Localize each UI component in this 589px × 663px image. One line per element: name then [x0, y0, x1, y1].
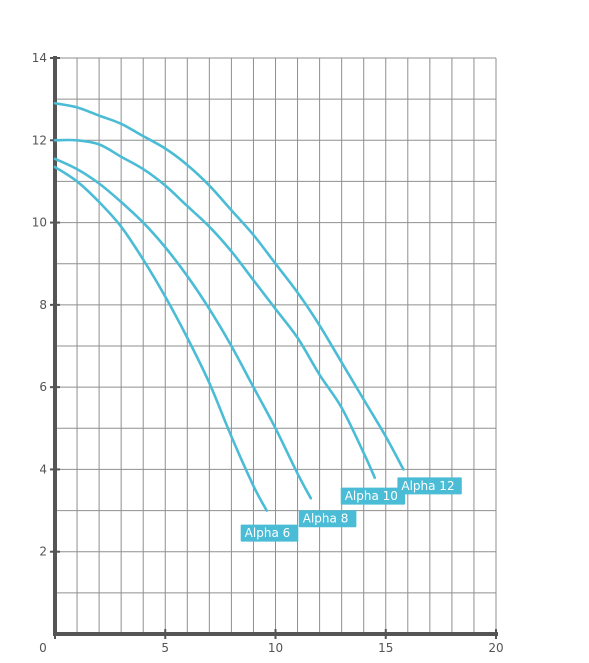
- series-group: [55, 103, 403, 510]
- series-label-alpha-6: Alpha 6: [241, 525, 299, 542]
- x-tick-label: 0: [39, 641, 47, 655]
- x-tick-label: 15: [378, 641, 393, 655]
- y-tick-label: 12: [32, 133, 47, 147]
- y-tick-label: 2: [39, 545, 47, 559]
- series-line-alpha-12: [55, 103, 403, 469]
- series-label-text: Alpha 8: [303, 512, 349, 526]
- series-label-text: Alpha 10: [345, 489, 398, 503]
- ticks: 0 5 10 15 20 2 4 6 8 10 12 14: [32, 51, 504, 655]
- y-tick-label: 4: [39, 462, 47, 476]
- x-tick-label: 20: [488, 641, 503, 655]
- y-tick-label: 6: [39, 380, 47, 394]
- y-tick-label: 14: [32, 51, 47, 65]
- series-label-alpha-10: Alpha 10: [341, 488, 405, 505]
- series-label-text: Alpha 6: [245, 526, 291, 540]
- y-tick-label: 10: [32, 216, 47, 230]
- x-tick-label: 5: [161, 641, 169, 655]
- series-label-alpha-12: Alpha 12: [397, 477, 461, 494]
- series-line-alpha-6: [55, 167, 267, 511]
- y-tick-label: 8: [39, 298, 47, 312]
- x-tick-label: 10: [268, 641, 283, 655]
- series-label-alpha-8: Alpha 8: [299, 510, 357, 527]
- grid: [55, 58, 496, 634]
- series-label-text: Alpha 12: [401, 479, 454, 493]
